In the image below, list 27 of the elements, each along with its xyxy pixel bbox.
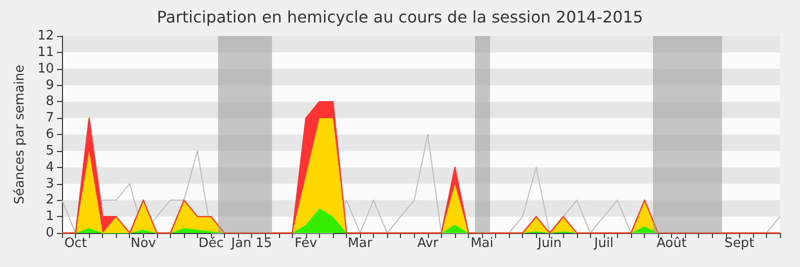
x-tick-label: Oct — [64, 236, 87, 251]
y-tick-label: 8 — [46, 94, 54, 110]
x-tick-label: Août — [656, 236, 687, 251]
y-tick-label: 1 — [46, 209, 54, 224]
y-tick-label: 3 — [46, 176, 54, 192]
x-tick-label: Fév — [294, 236, 318, 251]
x-tick-label: Nov — [130, 236, 156, 251]
y-tick-label: 10 — [37, 61, 54, 76]
x-tick-label: Sept — [724, 236, 754, 251]
chart-title: Participation en hemicycle au cours de la session 2014-2015 — [156, 8, 644, 26]
y-tick-label: 2 — [46, 192, 54, 208]
y-tick-label: 9 — [46, 78, 54, 93]
y-tick-label: 5 — [46, 143, 54, 158]
x-tick-label: Jan 15 — [230, 236, 272, 251]
y-tick-label: 6 — [46, 127, 54, 142]
y-tick-label: 12 — [37, 28, 54, 44]
y-tick-label: 11 — [37, 44, 54, 60]
x-tick-label: Déc — [198, 236, 224, 251]
y-tick-label: 4 — [46, 160, 54, 175]
x-tick-label: Avr — [417, 236, 440, 251]
x-tick-label: Mai — [470, 236, 494, 251]
x-tick-label: Juin — [536, 236, 562, 251]
y-tick-label: 0 — [46, 226, 54, 240]
x-tick-label: Juil — [593, 236, 614, 251]
y-axis-title: Séances par semaine — [12, 64, 28, 204]
y-tick-label: 7 — [46, 110, 54, 126]
x-tick-label: Mar — [348, 236, 373, 251]
